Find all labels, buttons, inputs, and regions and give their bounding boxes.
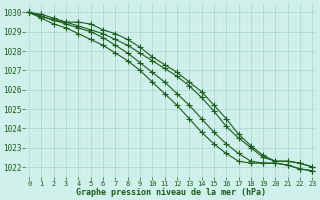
X-axis label: Graphe pression niveau de la mer (hPa): Graphe pression niveau de la mer (hPa) [76, 188, 266, 197]
